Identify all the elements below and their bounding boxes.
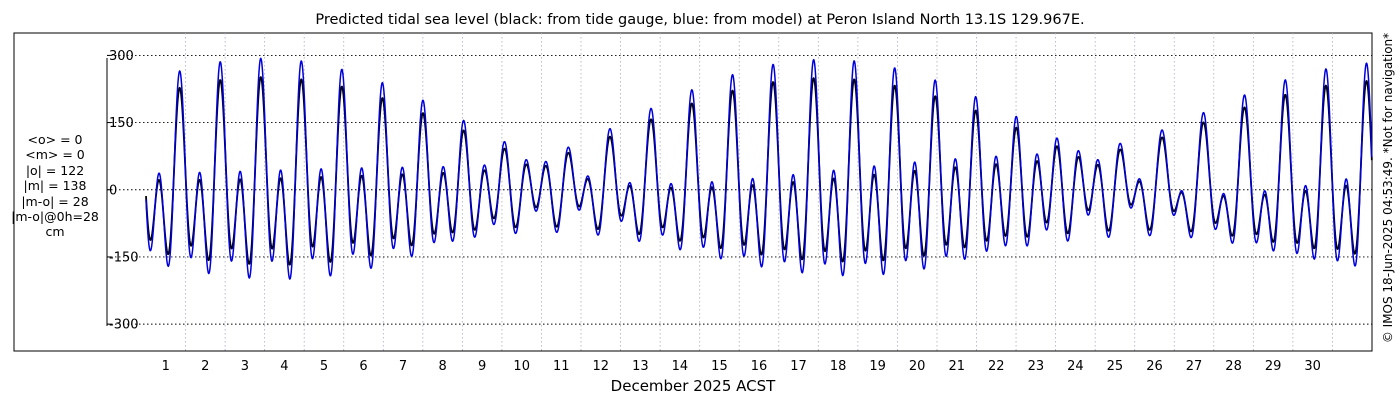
- x-tick-label: 8: [438, 359, 446, 374]
- x-tick-label: 20: [909, 359, 926, 374]
- axes: [106, 54, 111, 326]
- stat-abs-diff: |m-o| = 28: [21, 193, 89, 209]
- x-tick-label: 22: [988, 359, 1005, 374]
- x-tick-labels: 1 2 3 4 5 6 7 8 9 10 11 12 13 14 15 16 17 18 19 20 21 22 23 24 2…: [162, 359, 1321, 374]
- x-tick-label: 16: [751, 359, 768, 374]
- y-tick-labels: 300 150 0 -150 -300: [109, 49, 139, 333]
- x-tick-label: 3: [241, 359, 249, 374]
- x-tick-label: 29: [1265, 359, 1282, 374]
- x-tick-label: 1: [162, 359, 170, 374]
- chart-title: Predicted tidal sea level (black: from t…: [315, 12, 1084, 28]
- x-tick-label: 13: [632, 359, 649, 374]
- x-tick-label: 14: [672, 359, 689, 374]
- x-tick-label: 15: [711, 359, 728, 374]
- y-tick-label: 150: [109, 116, 134, 131]
- outer-frame: [13, 32, 1373, 352]
- model-line: [145, 57, 1373, 280]
- stat-mean-obs: <o> = 0: [27, 132, 83, 147]
- series-lines: [145, 57, 1373, 280]
- x-tick-label: 18: [830, 359, 847, 374]
- x-tick-label: 6: [359, 359, 367, 374]
- x-tick-label: 2: [201, 359, 209, 374]
- y-tick-label: 300: [109, 49, 134, 64]
- stat-abs-model: |m| = 138: [23, 178, 87, 194]
- stat-abs-obs: |o| = 122: [25, 162, 85, 178]
- x-tick-label: 9: [478, 359, 486, 374]
- x-tick-label: 12: [593, 359, 610, 374]
- x-tick-label: 7: [399, 359, 407, 374]
- x-tick-label: 23: [1028, 359, 1045, 374]
- stat-unit: cm: [45, 224, 65, 240]
- x-tick-label: 4: [280, 359, 288, 374]
- x-tick-label: 21: [948, 359, 965, 374]
- x-tick-label: 11: [553, 359, 570, 374]
- x-tick-label: 28: [1225, 359, 1242, 374]
- x-tick-label: 27: [1186, 359, 1203, 374]
- x-tick-label: 25: [1107, 359, 1124, 374]
- stat-abs-diff-0h: |m-o|@0h=28: [11, 209, 99, 225]
- x-axis-label: December 2025 ACST: [611, 377, 776, 395]
- stat-mean-model: <m> = 0: [25, 147, 85, 163]
- tide-gauge-line: [145, 76, 1373, 266]
- x-tick-label: 10: [513, 359, 530, 374]
- y-tick-label: -300: [109, 318, 139, 333]
- stats-box: <o> = 0 <m> = 0 |o| = 122 |m| = 138 |m-o…: [8, 132, 102, 240]
- y-tick-label: 0: [109, 183, 117, 198]
- x-tick-label: 26: [1146, 359, 1163, 374]
- x-tick-label: 17: [790, 359, 807, 374]
- x-tick-label: 30: [1304, 359, 1321, 374]
- x-tick-label: 19: [869, 359, 886, 374]
- x-tick-label: 24: [1067, 359, 1084, 374]
- y-tick-label: -150: [109, 250, 139, 265]
- x-tick-label: 5: [320, 359, 328, 374]
- copyright-note: © IMOS 18-Jun-2025 04:53:49. *Not for na…: [1381, 33, 1395, 343]
